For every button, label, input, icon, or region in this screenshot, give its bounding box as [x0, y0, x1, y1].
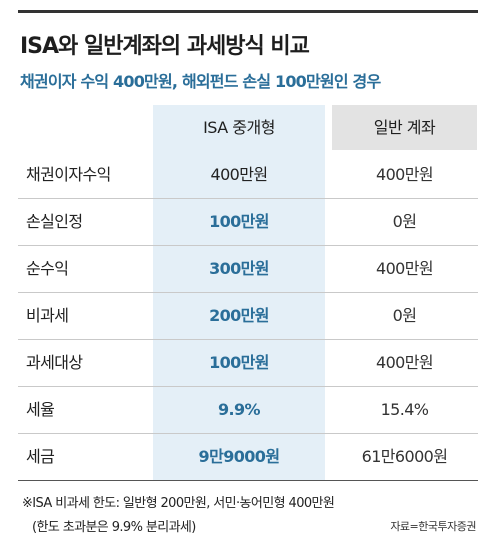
table-row: 채권이자수익 400만원 400만원 [18, 151, 478, 198]
general-value: 400만원 [376, 165, 434, 184]
row-label: 채권이자수익 [26, 165, 111, 184]
isa-value: 9만9000원 [198, 447, 281, 466]
general-value: 15.4% [380, 400, 429, 419]
isa-value: 400만원 [210, 165, 269, 184]
page-subtitle: 채권이자 수익 400만원, 해외펀드 손실 100만원인 경우 [20, 72, 381, 91]
isa-value: 100만원 [209, 212, 269, 231]
general-header-bg [332, 105, 477, 150]
bottom-rule [18, 480, 478, 481]
table-row: 세율 9.9% 15.4% [18, 386, 478, 433]
row-divider [18, 198, 478, 199]
footnote-line-2: (한도 초과분은 9.9% 분리과세) [32, 520, 196, 535]
table-row: 과세대상 100만원 400만원 [18, 339, 478, 386]
row-divider [18, 245, 478, 246]
row-label: 과세대상 [26, 353, 83, 372]
top-rule [18, 10, 478, 13]
row-label: 순수익 [26, 259, 69, 278]
source-credit: 자료=한국투자증권 [390, 520, 476, 533]
row-divider [18, 339, 478, 340]
isa-value: 200만원 [209, 306, 269, 325]
isa-value: 100만원 [209, 353, 269, 372]
general-value: 0원 [392, 306, 417, 325]
row-divider [18, 292, 478, 293]
row-label: 세율 [26, 400, 55, 419]
row-label: 세금 [26, 447, 55, 466]
table-row: 순수익 300만원 400만원 [18, 245, 478, 292]
header-general: 일반 계좌 [373, 118, 436, 137]
footnote-line-1: ※ISA 비과세 한도: 일반형 200만원, 서민·농어민형 400만원 [22, 496, 335, 511]
page-title: ISA와 일반계좌의 과세방식 비교 [20, 34, 310, 59]
table-row: 비과세 200만원 0원 [18, 292, 478, 339]
table-row: 세금 9만9000원 61만6000원 [18, 433, 478, 480]
general-value: 61만6000원 [361, 447, 448, 466]
general-value: 400만원 [376, 259, 434, 278]
row-divider [18, 386, 478, 387]
row-label: 손실인정 [26, 212, 83, 231]
header-isa: ISA 중개형 [203, 118, 275, 137]
isa-value: 300만원 [209, 259, 269, 278]
general-value: 400만원 [376, 353, 434, 372]
row-label: 비과세 [26, 306, 69, 325]
row-divider [18, 433, 478, 434]
table-row: 손실인정 100만원 0원 [18, 198, 478, 245]
general-value: 0원 [392, 212, 417, 231]
isa-value: 9.9% [218, 400, 261, 419]
